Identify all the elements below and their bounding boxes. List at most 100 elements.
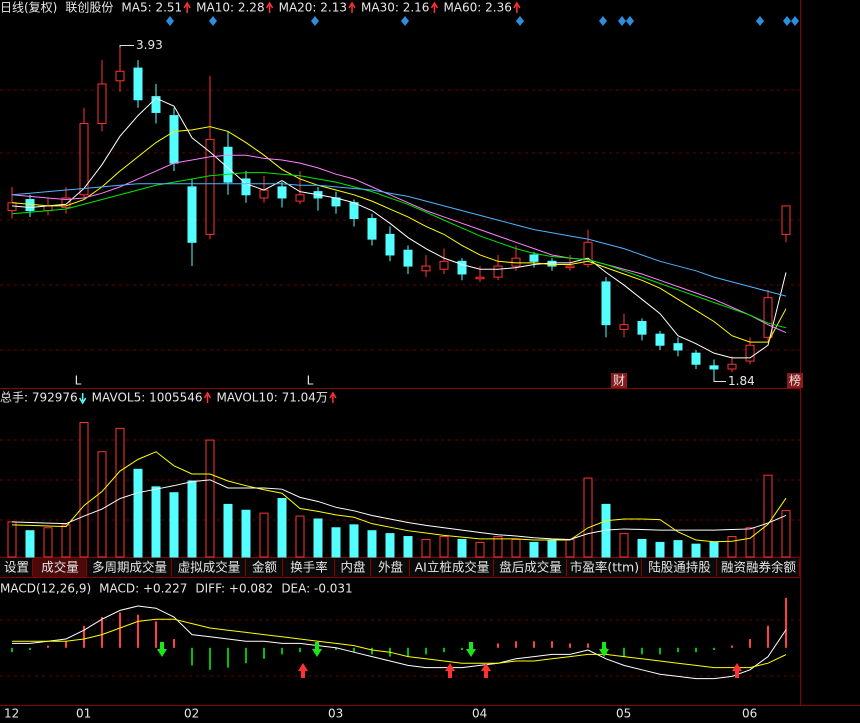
volume-bar [655, 541, 665, 558]
candle-body [763, 297, 773, 338]
low-label: 1.84 [728, 374, 755, 388]
tab[interactable]: 成交量 [33, 558, 87, 577]
volume-bar [331, 527, 341, 558]
candle-body [205, 138, 215, 235]
candle-body [673, 343, 683, 351]
tab-background [33, 558, 87, 577]
candle-body [709, 365, 719, 370]
volume-bar [151, 486, 161, 558]
volume-bar [223, 503, 233, 558]
tab-label: 陆股通持股 [648, 560, 711, 575]
candle-body [457, 260, 467, 275]
x-tick-label: 02 [184, 707, 199, 721]
volume-bar [421, 538, 431, 558]
volume-bar [349, 524, 359, 558]
trend-arrow [79, 393, 87, 405]
candle-body [637, 320, 647, 335]
tab-label: 内盘 [340, 560, 365, 575]
volume-bar [7, 521, 17, 558]
x-tick-label: 01 [76, 707, 91, 721]
volume-bar [637, 538, 647, 558]
candle-body [259, 189, 269, 199]
candle-body [61, 197, 71, 208]
tab-label: 换手率 [290, 560, 328, 575]
tab[interactable]: 设置 [0, 558, 33, 577]
tab[interactable]: 内盘 [335, 558, 371, 577]
tab[interactable]: 陆股通持股 [642, 558, 717, 577]
info-diamond [783, 16, 791, 26]
candle-body [583, 241, 593, 265]
tab-label: 融资融券余额 [721, 560, 797, 575]
tab-label: 成交量 [41, 560, 79, 575]
tab-background [0, 558, 33, 577]
tab[interactable]: 市盈率(ttm) [567, 558, 642, 577]
tab[interactable]: 金额 [246, 558, 283, 577]
tab-label: AI立桩成交量 [415, 560, 490, 575]
trend-arrow [203, 391, 212, 403]
volume-bar [313, 518, 323, 558]
info-diamond [618, 16, 626, 26]
info-diamond [401, 16, 409, 26]
tab[interactable]: 多周期成交量 [87, 558, 172, 577]
legend-label: MAVOL10: 71.04万 [217, 391, 328, 405]
candle-body [493, 265, 503, 278]
signal-arrow [312, 642, 322, 657]
legend-label: MA30: 2.16 [361, 1, 429, 15]
event-marker: L [307, 374, 314, 388]
chart-title: 日线(复权) [0, 1, 57, 15]
signal-arrow [298, 663, 308, 678]
signal-arrow [466, 642, 476, 657]
info-diamond [209, 16, 217, 26]
volume-bar [43, 527, 53, 558]
candle-body [529, 254, 539, 262]
volume-bar [79, 422, 89, 558]
volume-average-line [11, 451, 787, 543]
tab[interactable]: 融资融券余额 [717, 558, 800, 577]
candle-body [115, 70, 125, 82]
info-diamond [791, 16, 799, 26]
volume-bar [403, 536, 413, 558]
volume-bar [565, 538, 575, 558]
tab-background [494, 558, 567, 577]
event-badge [611, 373, 627, 388]
tab[interactable]: AI立桩成交量 [410, 558, 494, 577]
volume-bar [529, 541, 539, 558]
trend-arrow [265, 1, 274, 13]
candle-body [619, 324, 629, 330]
signal-arrow [599, 642, 609, 657]
candle-body [277, 186, 287, 199]
volume-bar [205, 439, 215, 558]
tab[interactable]: 换手率 [283, 558, 335, 577]
event-marker: L [75, 374, 82, 388]
volume-bar [745, 527, 755, 558]
volume-bar [133, 468, 143, 558]
candle-body [547, 260, 557, 267]
candle-body [241, 178, 251, 196]
tab[interactable]: 盘后成交量 [494, 558, 567, 577]
volume-bar [457, 538, 467, 558]
candle-body [25, 199, 35, 212]
tab[interactable]: 虚拟成交量 [172, 558, 246, 577]
tab-background [246, 558, 283, 577]
candle-body [439, 260, 449, 270]
candle-body [691, 352, 701, 365]
candle-body [475, 276, 485, 280]
tab-label: 设置 [4, 560, 29, 575]
trend-arrow [348, 1, 356, 13]
volume-bar [169, 492, 179, 558]
candle-body [97, 83, 107, 125]
tab-label: 多周期成交量 [92, 560, 167, 575]
candle-body [223, 146, 233, 183]
signal-arrow [445, 663, 455, 678]
volume-bar [763, 474, 773, 558]
candle-body [511, 257, 521, 267]
volume-bar [259, 512, 269, 558]
candle-body [565, 265, 575, 269]
tab[interactable]: 外盘 [371, 558, 410, 577]
volume-bar [295, 515, 305, 558]
volume-bar [781, 510, 791, 558]
candle-body [187, 186, 197, 243]
volume-bar [385, 533, 395, 558]
event-marker: 榜 [789, 373, 801, 388]
info-diamond [599, 16, 607, 26]
